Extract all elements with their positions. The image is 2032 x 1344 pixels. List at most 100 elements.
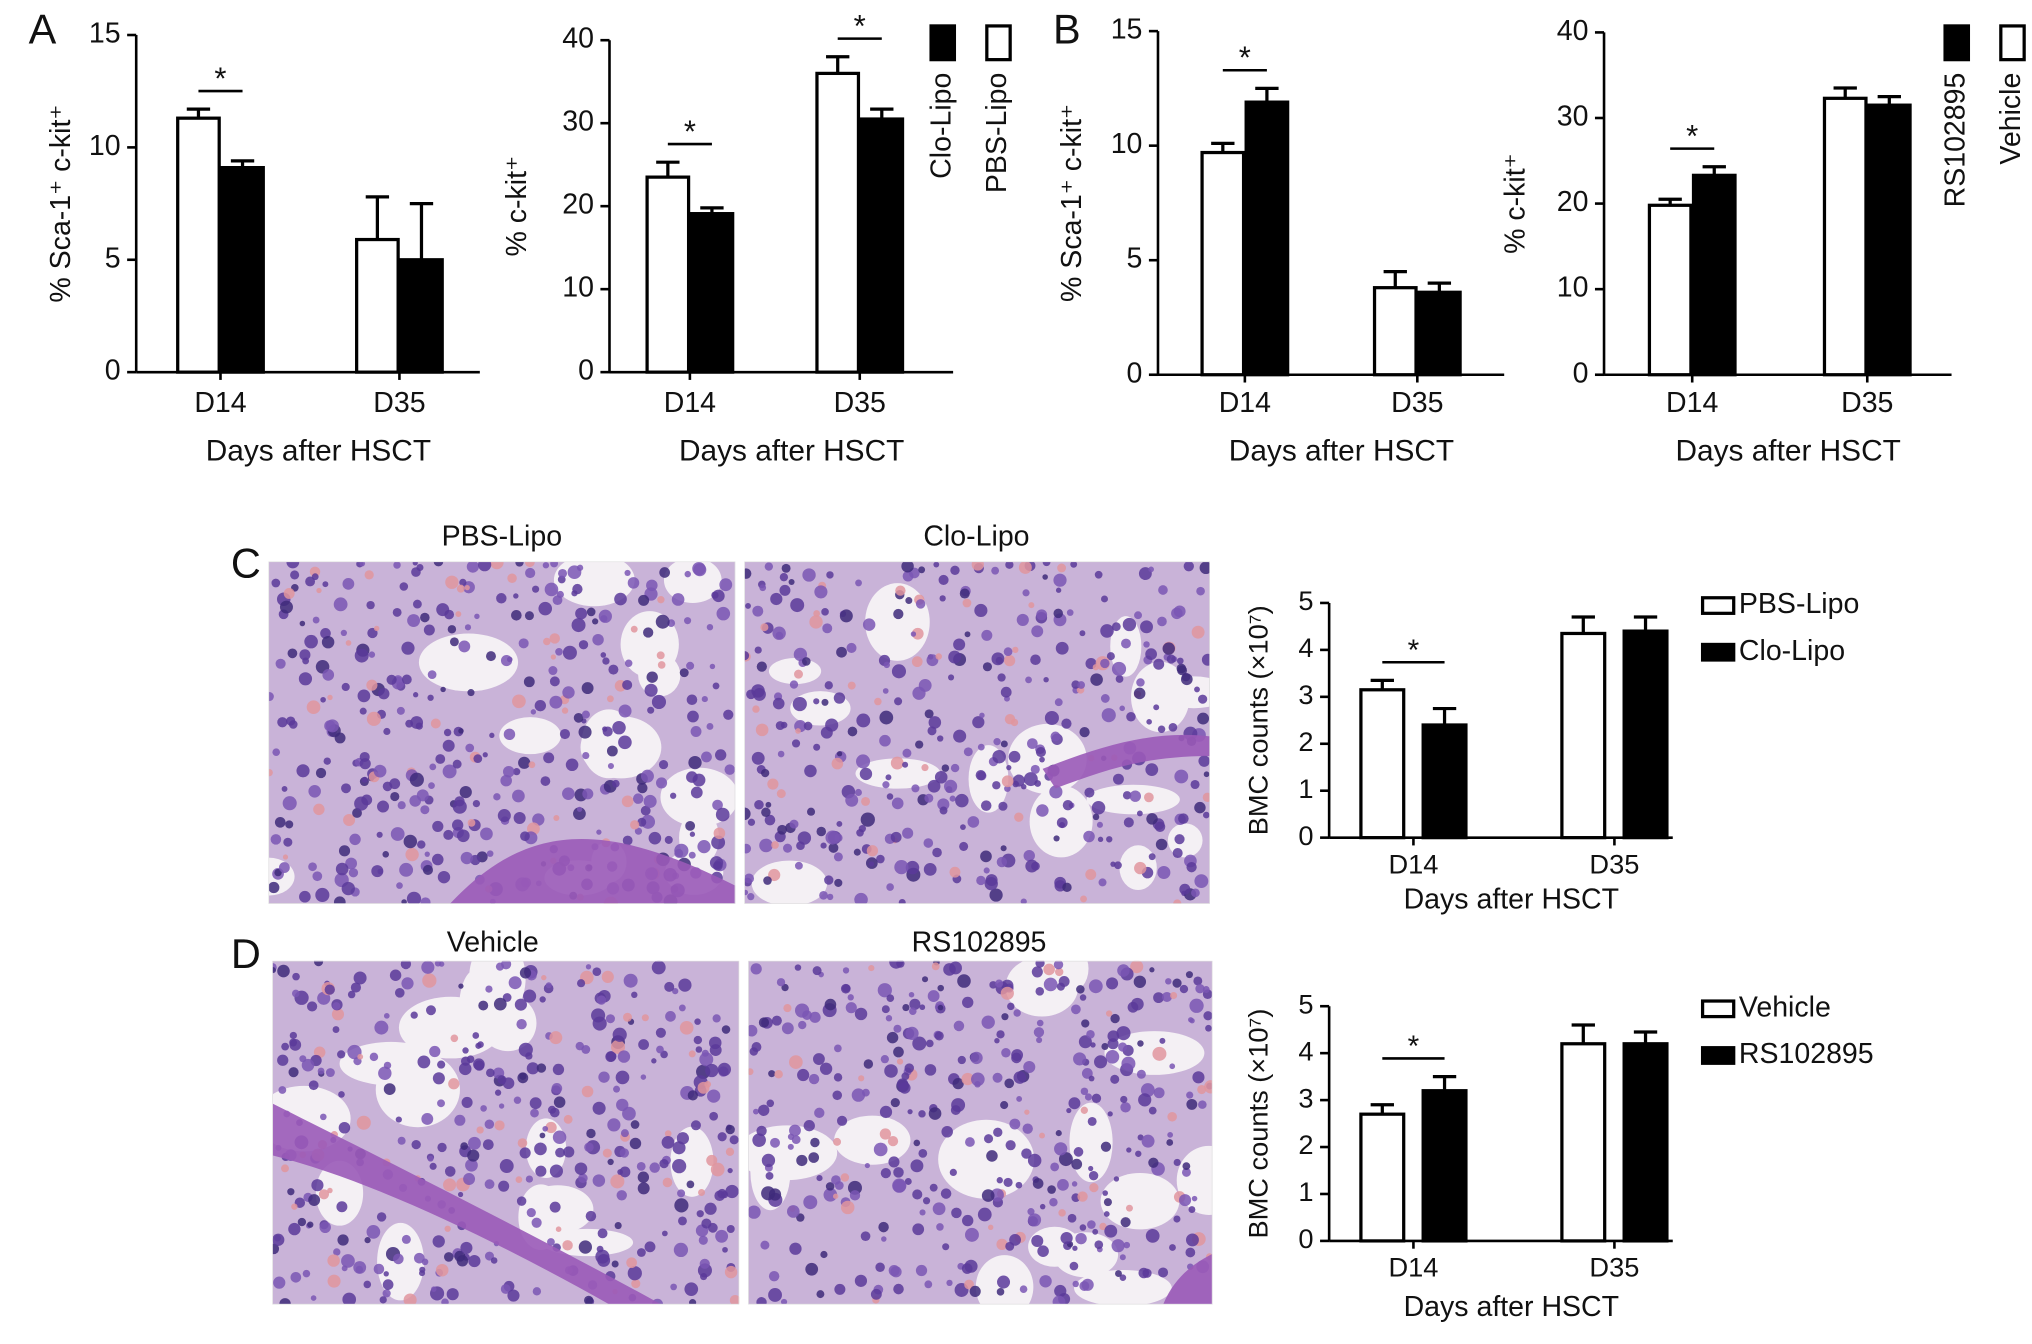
cell [1049,785,1063,799]
cell [268,881,280,894]
cell [290,1271,302,1283]
cell [996,856,1008,868]
cell [312,871,323,882]
cell [841,1200,855,1215]
cell [437,1060,446,1069]
cell [822,623,833,634]
cell [806,807,816,816]
cell [724,1265,738,1279]
cell [1189,1018,1195,1024]
cell [1155,838,1168,851]
cell [1054,698,1063,707]
cell [601,970,614,983]
cell [898,1082,911,1094]
cell [452,759,462,769]
cell [472,1032,480,1039]
cell [458,728,464,734]
cell [463,1173,476,1185]
cell [528,761,536,769]
cell [813,698,820,705]
y-tick-label: 0 [1298,1223,1313,1254]
cell [496,593,507,604]
cell [596,995,607,1005]
tissue-void [1074,1269,1172,1305]
cell [363,1280,372,1289]
cell [1194,686,1200,693]
cell [467,689,475,697]
cell [729,1295,740,1305]
cell [1090,673,1103,686]
cell [275,658,286,669]
cell [366,600,375,610]
cell [1173,1215,1181,1223]
cell [282,854,289,860]
cell [924,793,934,803]
cell [1088,1165,1094,1172]
cell [532,585,540,593]
y-tick-label: 10 [1557,272,1589,304]
cell [1012,780,1019,788]
cell [617,1050,631,1063]
cell [493,997,507,1011]
cell [1172,848,1183,859]
cell [951,1207,962,1219]
cell [605,1051,617,1063]
cell [926,654,939,667]
cell [1203,1011,1213,1021]
cell [403,1293,417,1305]
y-tick-label: 5 [1298,585,1313,616]
cell [1166,654,1176,664]
cell [921,764,929,772]
cell [292,989,300,998]
cell [908,991,915,998]
cell [1189,998,1204,1013]
cell [875,1262,885,1272]
cell [342,1292,357,1305]
bar [1416,290,1462,377]
cell [281,1164,289,1173]
cell [585,964,592,970]
cell [1174,834,1185,845]
cell [341,682,350,692]
cell [717,1062,732,1077]
cell [664,835,673,844]
cell [754,799,764,810]
cell [382,1279,394,1290]
cell [1016,613,1029,627]
cell [574,1162,588,1176]
cell [1035,960,1045,968]
cell [1060,1231,1073,1245]
cell [902,1004,910,1012]
bone-tissue [272,1103,662,1305]
cell [283,588,295,599]
tissue-void [1100,1172,1180,1230]
cell [753,688,766,701]
cell [437,1142,447,1153]
cell [792,696,807,712]
cell [780,1298,788,1305]
cell [858,1075,865,1082]
cell [535,1165,547,1177]
cell [834,1283,846,1295]
cell [468,1255,481,1268]
significance-marker: * [684,114,696,149]
cell [957,1055,966,1065]
cell [1198,755,1210,767]
cell [382,781,393,792]
cell [814,1107,825,1119]
cell [431,853,444,866]
cell [701,1218,712,1229]
cell [883,661,891,669]
cell [1047,1185,1056,1194]
cell [1009,1118,1021,1130]
bar [176,116,221,374]
cell [347,990,356,999]
cell [855,579,862,587]
cell [353,1261,367,1274]
cell [612,1027,627,1042]
cell [1154,821,1166,833]
tissue-void [1131,661,1190,733]
cell [1088,1170,1099,1181]
cell [452,799,467,814]
cell [1133,975,1147,988]
